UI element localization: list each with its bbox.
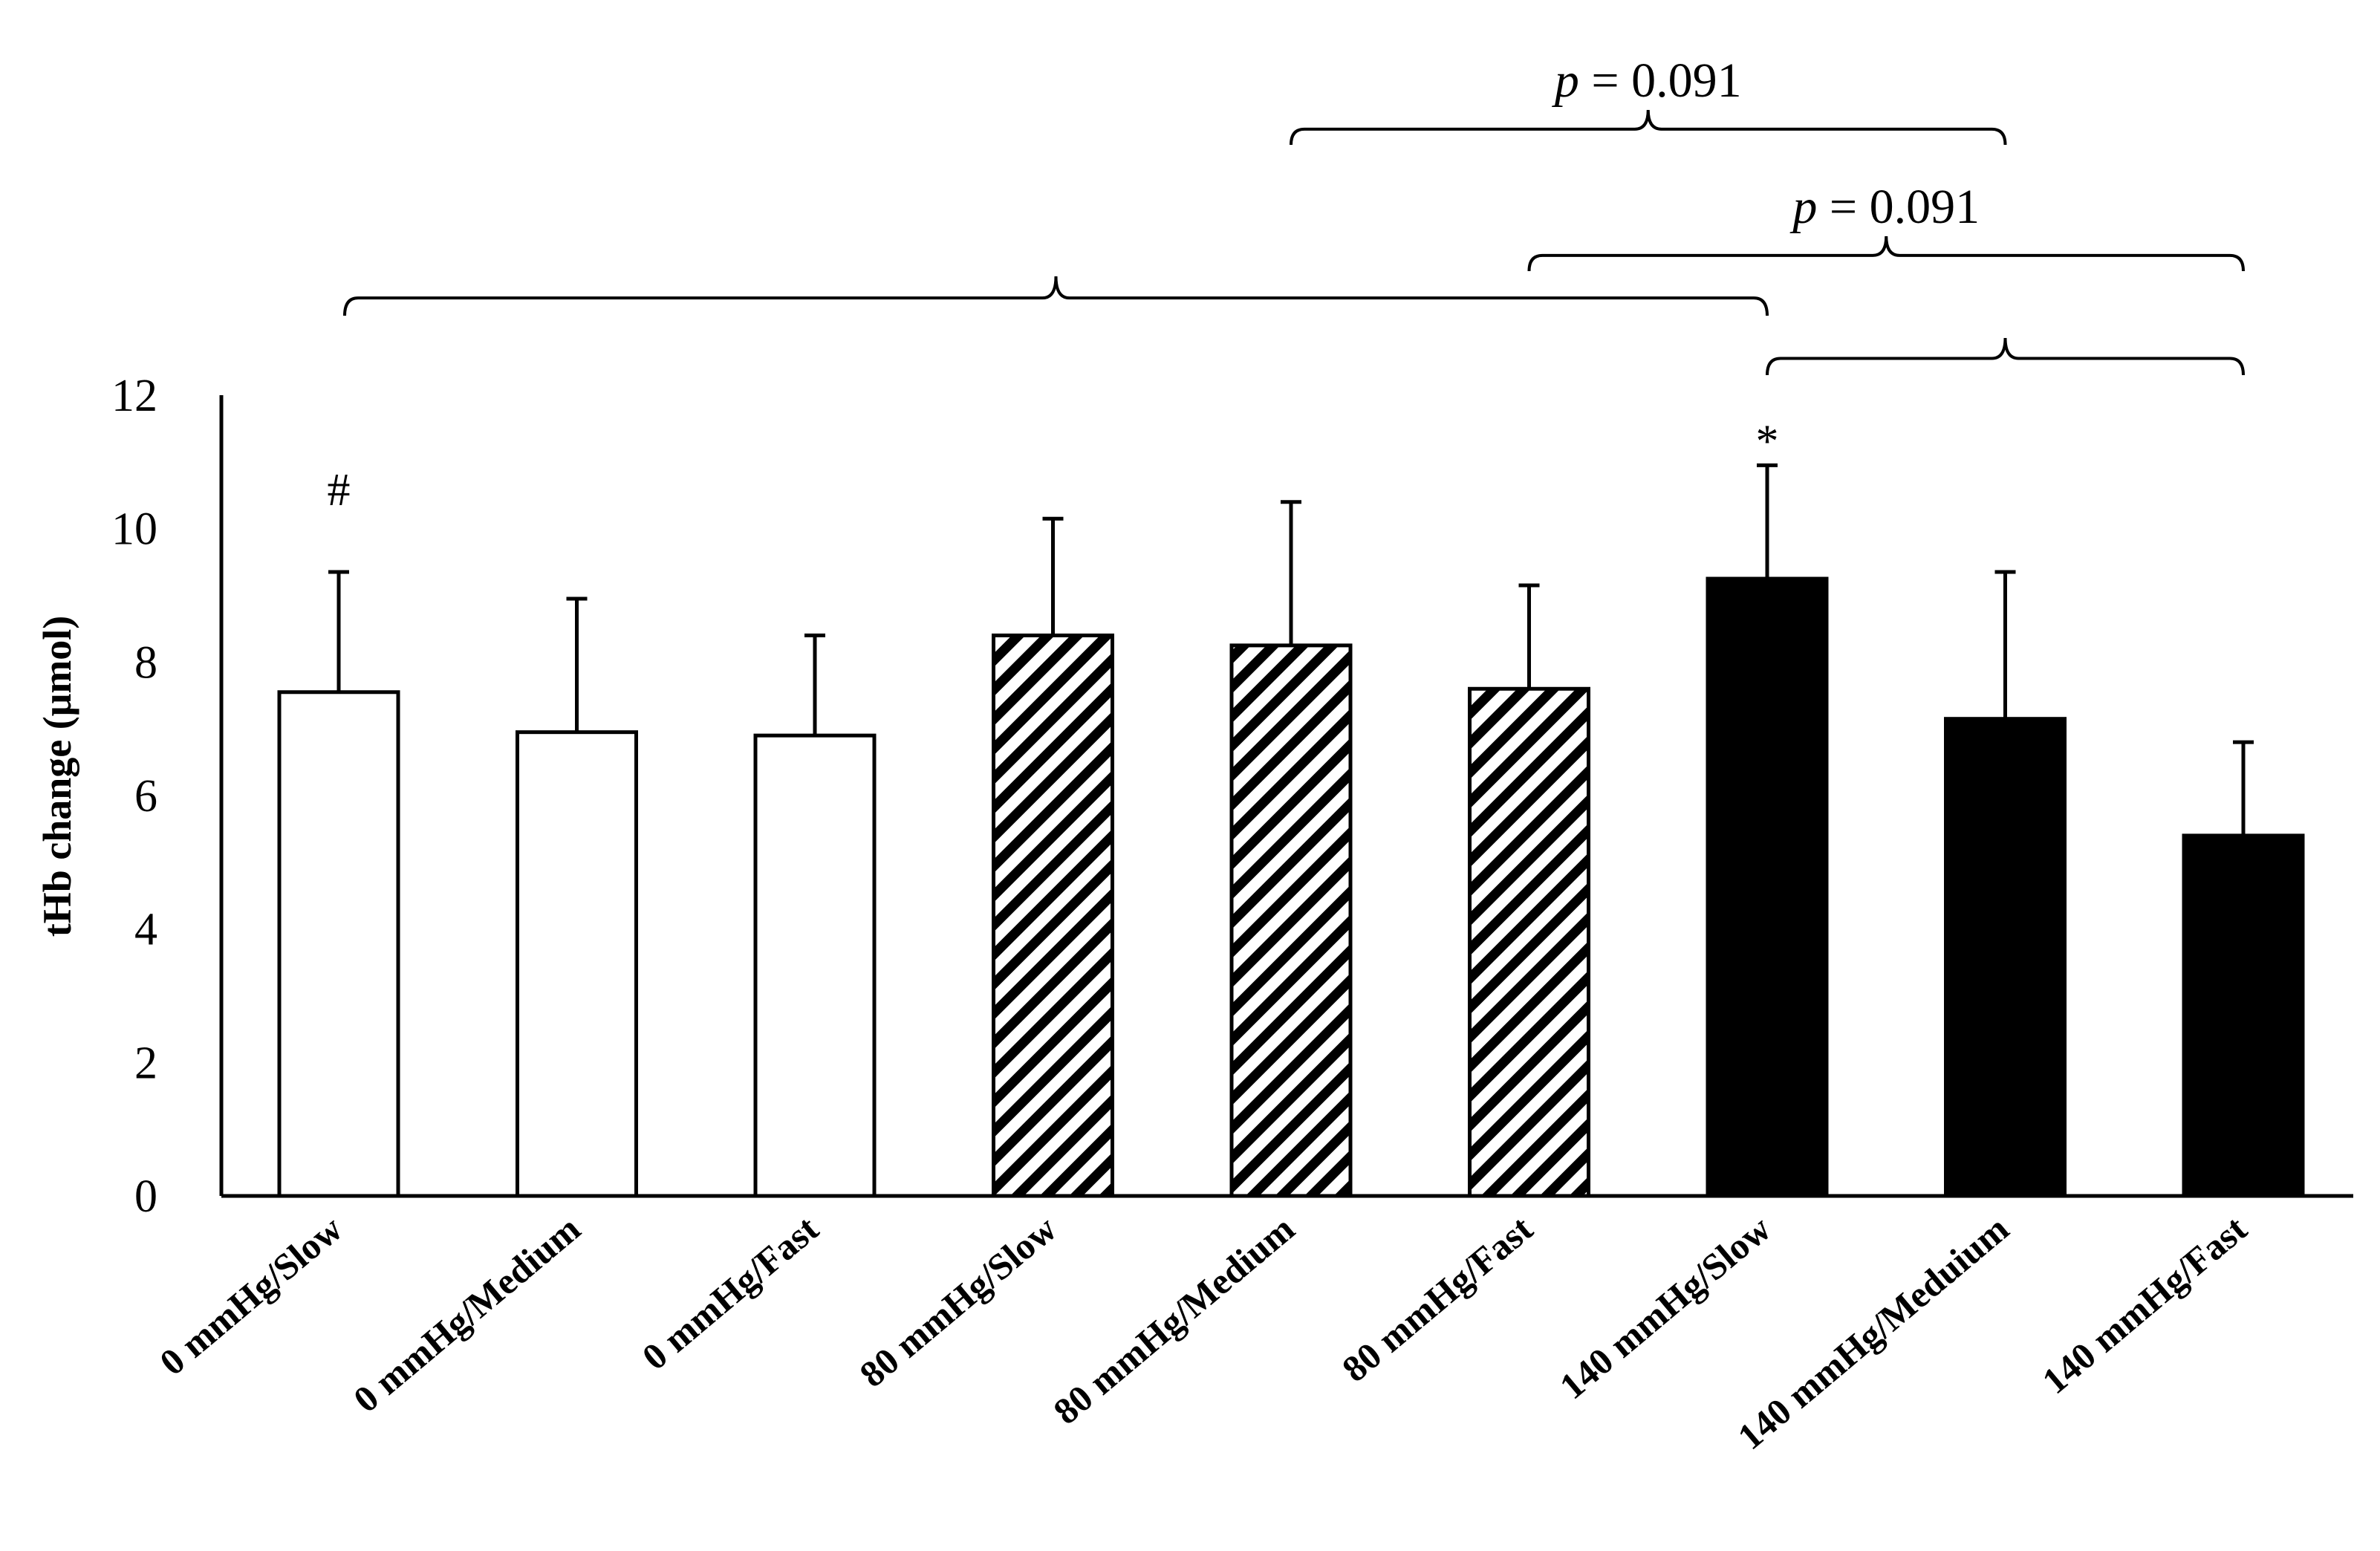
x-tick-label: 140 mmHg/Slow xyxy=(1552,1208,1778,1408)
y-tick-label: 0 xyxy=(134,1171,157,1222)
x-tick-label: 140 mmHg/Fast xyxy=(2034,1207,2254,1402)
x-tick-label: 0 mmHg/Slow xyxy=(152,1208,350,1384)
bar xyxy=(277,690,400,1198)
y-tick-label: 4 xyxy=(134,905,157,955)
y-tick-label: 10 xyxy=(111,504,157,555)
p-value-label: p = 0.091 xyxy=(1552,53,1742,108)
bar xyxy=(516,730,638,1198)
significance-bracket xyxy=(1766,337,2245,376)
bar xyxy=(1706,576,1829,1198)
y-tick-label: 6 xyxy=(134,771,157,822)
x-tick-label: 80 mmHg/Medium xyxy=(1045,1208,1302,1433)
bar xyxy=(1468,686,1590,1198)
x-tick-label: 140 mmHg/Meduium xyxy=(1730,1208,2017,1458)
bar xyxy=(753,733,877,1198)
y-tick-label: 8 xyxy=(134,637,157,688)
y-tick-label: 2 xyxy=(134,1038,157,1088)
x-tick-label: 0 mmHg/Fast xyxy=(634,1207,827,1378)
x-tick-label: 80 mmHg/Slow xyxy=(852,1208,1064,1396)
p-value-label: p = 0.091 xyxy=(1789,180,1980,234)
bar xyxy=(1229,643,1353,1198)
significance-bracket xyxy=(1290,109,2007,146)
y-axis-label: tHb change (μmol) xyxy=(35,616,79,937)
significance-marker: # xyxy=(328,465,351,516)
significance-bracket xyxy=(343,276,1769,316)
bar xyxy=(1944,717,2067,1198)
bar xyxy=(2182,833,2305,1198)
x-tick-label: 0 mmHg/Medium xyxy=(345,1208,588,1421)
annotations: # * p = 0.091 p = 0.091 xyxy=(328,53,2245,516)
y-tick-label: 12 xyxy=(111,371,157,421)
significance-marker: * xyxy=(1756,416,1779,466)
bar xyxy=(992,633,1114,1198)
x-tick-label: 80 mmHg/Fast xyxy=(1334,1207,1541,1390)
significance-bracket xyxy=(1527,235,2245,272)
